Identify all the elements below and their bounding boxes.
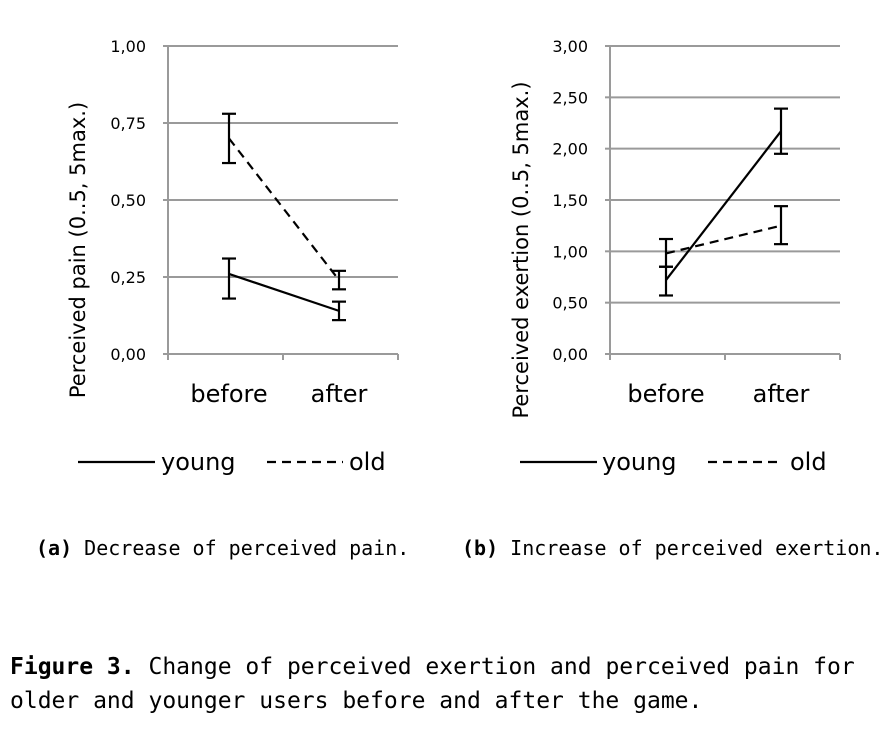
subcaption-b: (b) Increase of perceived exertion. [462, 536, 883, 560]
y-tick-label: 3,00 [552, 37, 588, 56]
y-tick-label: 0,50 [110, 191, 146, 210]
y-axis-title: Perceived pain (0..5, 5max.) [66, 102, 90, 398]
subcaption-a-label: (a) [36, 536, 73, 560]
y-tick-label: 0,00 [110, 345, 146, 364]
legend-label-old: old [349, 448, 386, 476]
series-line-old [228, 137, 340, 281]
figure-caption-label: Figure 3. [10, 654, 135, 680]
legend-label-young: young [161, 448, 236, 476]
x-category-label: before [190, 380, 267, 408]
y-tick-label: 2,50 [552, 88, 588, 107]
legend-label-old: old [790, 448, 827, 476]
subcaption-b-label: (b) [462, 536, 499, 560]
y-tick-label: 0,00 [552, 345, 588, 364]
series-line-old [665, 224, 782, 255]
chart-perceived-pain: 0,00 0,25 0,50 0,75 1,00 before after Perceived… [66, 37, 399, 476]
y-axis-title: Perceived exertion (0..5, 5max.) [509, 81, 533, 418]
x-category-label: after [753, 380, 810, 408]
chart-perceived-exertion: 0,00 0,50 1,00 1,50 2,00 2,50 3,00 before after P… [509, 37, 841, 476]
y-tick-label: 0,75 [110, 114, 146, 133]
y-tick-label: 0,25 [110, 268, 146, 287]
subcaption-b-text: Increase of perceived exertion. [510, 536, 884, 560]
y-tick-label: 1,00 [110, 37, 146, 56]
x-category-label: before [627, 380, 704, 408]
y-tick-label: 2,00 [552, 140, 588, 159]
subcaption-a-text: Decrease of perceived pain. [84, 536, 410, 560]
figure-caption-text: Change of perceived exertion and perceiv… [10, 654, 855, 714]
subcaption-a: (a) Decrease of perceived pain. [36, 536, 409, 560]
y-tick-label: 1,50 [552, 191, 588, 210]
y-tick-label: 0,50 [552, 294, 588, 313]
x-category-label: after [311, 380, 368, 408]
legend-label-young: young [602, 448, 677, 476]
series-line-young [665, 130, 782, 281]
y-tick-label: 1,00 [552, 242, 588, 261]
series-line-young [228, 272, 340, 312]
figure-caption: Figure 3. Change of perceived exertion a… [10, 650, 880, 718]
